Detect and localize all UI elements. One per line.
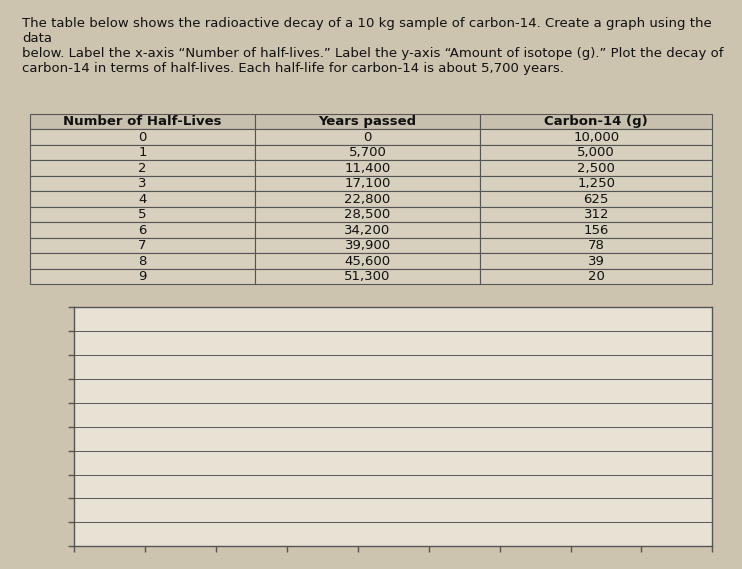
Bar bbox=[480, 191, 712, 207]
Text: 9: 9 bbox=[138, 270, 146, 283]
Text: 8: 8 bbox=[138, 255, 146, 268]
Text: 5,700: 5,700 bbox=[349, 146, 387, 159]
Bar bbox=[480, 207, 712, 222]
Text: 78: 78 bbox=[588, 239, 605, 252]
Text: 7: 7 bbox=[138, 239, 147, 252]
Text: 34,200: 34,200 bbox=[344, 224, 391, 237]
Bar bbox=[30, 191, 255, 207]
Bar bbox=[480, 238, 712, 253]
Text: Number of Half-Lives: Number of Half-Lives bbox=[63, 115, 222, 128]
Text: 156: 156 bbox=[584, 224, 609, 237]
Text: 11,400: 11,400 bbox=[344, 162, 391, 175]
Bar bbox=[30, 269, 255, 284]
Text: 625: 625 bbox=[584, 193, 609, 205]
Bar bbox=[480, 114, 712, 129]
Bar bbox=[255, 253, 480, 269]
Bar bbox=[480, 145, 712, 160]
Bar bbox=[480, 160, 712, 176]
Bar bbox=[30, 253, 255, 269]
Bar bbox=[30, 114, 255, 129]
Text: The table below shows the radioactive decay of a 10 kg sample of carbon-14. Crea: The table below shows the radioactive de… bbox=[22, 17, 723, 75]
Bar bbox=[255, 129, 480, 145]
Bar bbox=[255, 207, 480, 222]
Text: 22,800: 22,800 bbox=[344, 193, 391, 205]
Text: 5,000: 5,000 bbox=[577, 146, 615, 159]
Bar bbox=[30, 238, 255, 253]
Bar bbox=[480, 176, 712, 191]
Text: 6: 6 bbox=[138, 224, 146, 237]
Text: 51,300: 51,300 bbox=[344, 270, 391, 283]
Bar bbox=[30, 207, 255, 222]
Text: Years passed: Years passed bbox=[318, 115, 417, 128]
Text: 39,900: 39,900 bbox=[344, 239, 390, 252]
Bar bbox=[30, 160, 255, 176]
Bar bbox=[480, 222, 712, 238]
Text: 1: 1 bbox=[138, 146, 147, 159]
Text: Carbon-14 (g): Carbon-14 (g) bbox=[545, 115, 649, 128]
Bar bbox=[255, 222, 480, 238]
Text: 28,500: 28,500 bbox=[344, 208, 391, 221]
Text: 0: 0 bbox=[138, 130, 146, 143]
Text: 2: 2 bbox=[138, 162, 147, 175]
Bar bbox=[255, 176, 480, 191]
Bar bbox=[30, 176, 255, 191]
Text: 45,600: 45,600 bbox=[344, 255, 390, 268]
Bar bbox=[255, 269, 480, 284]
Text: 20: 20 bbox=[588, 270, 605, 283]
Bar bbox=[480, 253, 712, 269]
Text: 2,500: 2,500 bbox=[577, 162, 615, 175]
Text: 5: 5 bbox=[138, 208, 147, 221]
Bar bbox=[255, 238, 480, 253]
Text: 17,100: 17,100 bbox=[344, 177, 391, 190]
Bar bbox=[255, 160, 480, 176]
Bar bbox=[255, 145, 480, 160]
Bar bbox=[30, 222, 255, 238]
Bar bbox=[255, 191, 480, 207]
Text: 0: 0 bbox=[364, 130, 372, 143]
Bar bbox=[255, 114, 480, 129]
Text: 10,000: 10,000 bbox=[574, 130, 620, 143]
Text: 312: 312 bbox=[583, 208, 609, 221]
Text: 4: 4 bbox=[138, 193, 146, 205]
Bar bbox=[480, 129, 712, 145]
Text: 3: 3 bbox=[138, 177, 147, 190]
Bar bbox=[30, 145, 255, 160]
Text: 39: 39 bbox=[588, 255, 605, 268]
Text: 1,250: 1,250 bbox=[577, 177, 615, 190]
Bar bbox=[30, 129, 255, 145]
Bar bbox=[480, 269, 712, 284]
